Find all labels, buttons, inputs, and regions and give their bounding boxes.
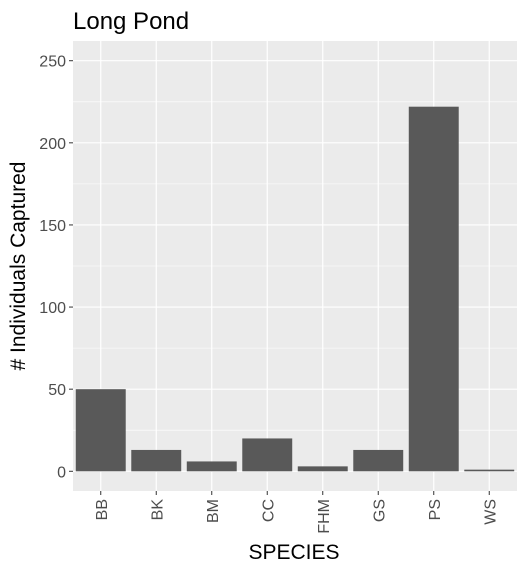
x-tick-label: PS	[427, 499, 444, 520]
y-tick-label: 50	[48, 382, 66, 399]
y-axis: 0 50 100 150 200 250	[39, 54, 73, 481]
x-tick-label: GS	[371, 499, 388, 522]
bar-cc	[242, 438, 293, 472]
y-tick-label: 100	[39, 300, 66, 317]
bar-gs	[353, 449, 404, 472]
y-axis-label: # Individuals Captured	[7, 162, 30, 371]
y-tick-label: 250	[39, 54, 66, 71]
chart-title: Long Pond	[73, 8, 189, 35]
y-tick-label: 0	[57, 464, 66, 481]
bar-bm	[186, 461, 237, 472]
bar-bk	[131, 449, 182, 472]
x-axis-label: SPECIES	[248, 541, 339, 564]
x-tick-label: CC	[260, 499, 277, 522]
bars	[75, 106, 515, 472]
x-tick-label: BB	[94, 499, 111, 520]
x-axis: BB BK BM CC FHM GS PS WS	[94, 491, 499, 534]
x-tick-label: BM	[205, 499, 222, 523]
x-tick-label: BK	[149, 499, 166, 521]
bar-ws	[464, 469, 515, 472]
y-tick-label: 200	[39, 136, 66, 153]
bar-bb	[75, 389, 126, 472]
bar-fhm	[297, 466, 348, 472]
bar-ps	[408, 106, 459, 472]
x-tick-label: WS	[482, 499, 499, 525]
x-tick-label: FHM	[316, 499, 333, 534]
y-tick-label: 150	[39, 218, 66, 235]
